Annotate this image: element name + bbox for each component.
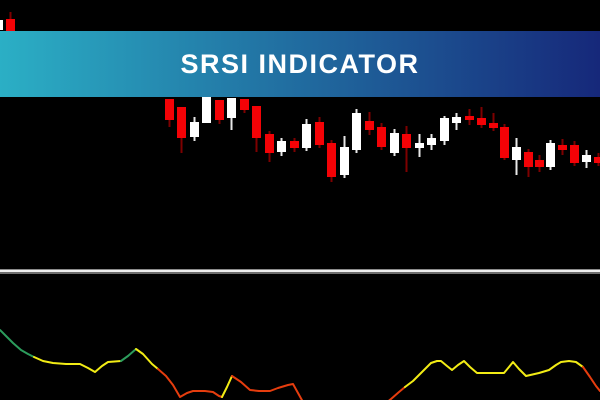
candle-up (190, 122, 199, 137)
oscillator-segment-yellow (33, 356, 122, 373)
candle-up (277, 141, 286, 152)
candle-up (227, 98, 236, 118)
candle-down (570, 145, 579, 163)
candle-down (558, 145, 567, 150)
candle-up (582, 155, 591, 162)
candle-up (302, 124, 311, 148)
candle-down (524, 152, 533, 167)
panel-divider-band (0, 269, 600, 270)
oscillator-segment-yellow (221, 375, 233, 398)
panel-divider-band (0, 272, 600, 274)
oscillator-segment-yellow (135, 348, 159, 370)
candle-down (327, 143, 336, 177)
candle-up (202, 97, 211, 123)
oscillator-segment-red (582, 366, 600, 392)
oscillator-segment-green (120, 348, 137, 362)
oscillator-segment-red (157, 368, 223, 398)
candle-wick-down (480, 107, 483, 128)
candle-down (377, 127, 386, 147)
candle-up (352, 113, 361, 150)
candle-down (177, 107, 186, 138)
candle-down (365, 121, 374, 130)
banner-title: SRSI INDICATOR (180, 48, 420, 79)
candle-down (594, 157, 600, 163)
candle-up (512, 147, 521, 160)
oscillator-segment-green (0, 329, 35, 358)
oscillator-segment-yellow (404, 360, 584, 388)
oscillator-segment-red (231, 375, 406, 400)
candle-up (390, 133, 399, 153)
candle-down (489, 123, 498, 128)
candle-up (427, 138, 436, 145)
candle-down (402, 134, 411, 148)
candle-down (240, 99, 249, 110)
candle-down (215, 100, 224, 120)
candle-wick-down (492, 113, 495, 131)
candle-down (500, 127, 509, 158)
candle-down (265, 134, 274, 153)
candle-up (0, 20, 3, 30)
candle-up (546, 143, 555, 167)
candle-up (440, 118, 449, 141)
panel-divider-band (0, 270, 600, 272)
candle-down (290, 141, 299, 148)
candle-up (452, 117, 461, 123)
candle-down (6, 19, 15, 31)
candle-down (477, 118, 486, 125)
candle-up (415, 143, 424, 148)
candle-down (315, 122, 324, 145)
candle-down (252, 106, 261, 138)
candle-down (165, 99, 174, 120)
candle-wick-down (405, 126, 408, 172)
candle-down (535, 160, 544, 167)
candle-up (340, 147, 349, 175)
candle-down (465, 116, 474, 120)
banner: SRSI INDICATOR (0, 31, 600, 97)
